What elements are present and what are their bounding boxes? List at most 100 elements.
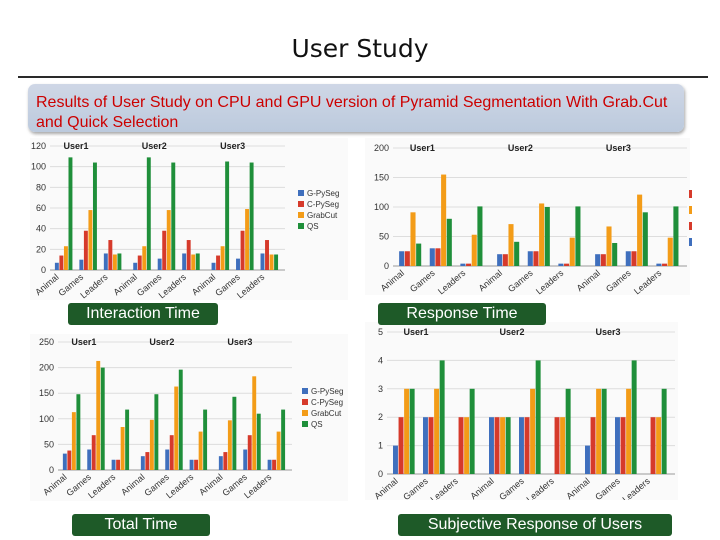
legend-label: QS [311, 420, 323, 429]
title-rule [18, 76, 708, 78]
bar [203, 409, 208, 470]
bar [558, 263, 564, 266]
y-tick-label: 150 [374, 173, 389, 183]
bar [112, 254, 117, 270]
edge-mark [689, 190, 692, 198]
bar [596, 388, 602, 474]
bar [502, 254, 508, 266]
x-tick-label: Leaders [86, 472, 118, 501]
bar [544, 207, 550, 266]
bar [63, 246, 68, 270]
x-tick-label: Leaders [534, 268, 566, 295]
bar [497, 254, 503, 266]
bar [398, 417, 404, 474]
bar [530, 388, 536, 474]
bar [554, 417, 560, 474]
bar [423, 417, 428, 474]
bar [247, 435, 252, 470]
bar [100, 367, 105, 470]
bar [174, 386, 179, 470]
x-tick-label: Leaders [632, 268, 664, 295]
bar [477, 206, 483, 266]
subjective-response-caption: Subjective Response of Users [398, 514, 672, 536]
y-tick-label: 3 [378, 384, 383, 394]
legend-swatch [298, 223, 304, 229]
y-tick-label: 100 [374, 202, 389, 212]
bar [267, 459, 272, 470]
bar [404, 388, 410, 474]
x-tick-label: Animal [564, 476, 592, 500]
legend-swatch [302, 388, 308, 394]
bar [165, 449, 170, 470]
bar [615, 417, 620, 474]
bar [232, 396, 237, 470]
x-tick-label: Leaders [620, 476, 652, 500]
bar [216, 255, 221, 270]
bar [120, 426, 125, 470]
bar [220, 246, 225, 270]
x-tick-label: Games [506, 268, 535, 295]
bar [434, 388, 440, 474]
x-tick-label: Animal [119, 472, 147, 497]
bar [178, 369, 183, 470]
x-tick-label: Animal [112, 272, 140, 297]
legend-label: G-PySeg [307, 189, 339, 198]
bar [673, 206, 679, 266]
x-tick-label: Animal [41, 472, 69, 497]
bar [140, 456, 145, 470]
bar [103, 253, 108, 270]
bar [446, 218, 452, 266]
bar [256, 413, 261, 470]
bar [125, 409, 130, 470]
group-label: User2 [508, 143, 533, 153]
x-tick-label: Leaders [157, 272, 189, 300]
y-tick-label: 50 [379, 232, 389, 242]
group-label: User3 [606, 143, 631, 153]
bar [539, 203, 545, 266]
bar [83, 230, 88, 270]
bar [564, 263, 570, 266]
bar [137, 255, 142, 270]
bar [620, 417, 626, 474]
legend-swatch [302, 421, 308, 427]
bar [662, 263, 668, 266]
bar [428, 417, 434, 474]
bar [79, 259, 84, 270]
legend-swatch [298, 190, 304, 196]
bar [240, 230, 245, 270]
bar [650, 417, 656, 474]
bar [146, 157, 151, 270]
bar [471, 234, 477, 266]
x-tick-label: Games [497, 476, 526, 500]
group-label: User1 [63, 141, 88, 151]
edge-mark [689, 238, 692, 246]
bar [393, 445, 398, 474]
bar [631, 360, 637, 474]
bar [667, 237, 673, 266]
bar [410, 212, 416, 266]
bar [62, 453, 67, 470]
y-tick-label: 5 [378, 327, 383, 337]
bar [218, 456, 223, 470]
bar [656, 417, 662, 474]
y-tick-label: 150 [39, 388, 54, 398]
bar [87, 449, 92, 470]
x-tick-label: Animal [197, 472, 225, 497]
y-tick-label: 100 [31, 162, 46, 172]
bar [133, 262, 138, 270]
bar [429, 248, 435, 266]
bar [54, 262, 59, 270]
x-tick-label: Leaders [235, 272, 267, 300]
bar [524, 417, 530, 474]
bar [276, 431, 281, 470]
bar [117, 253, 122, 270]
edge-mark [689, 222, 692, 230]
bar [245, 209, 250, 270]
bar [489, 417, 494, 474]
bar [281, 409, 286, 470]
bar [236, 258, 240, 270]
legend-label: QS [307, 222, 319, 231]
bar [404, 251, 410, 266]
